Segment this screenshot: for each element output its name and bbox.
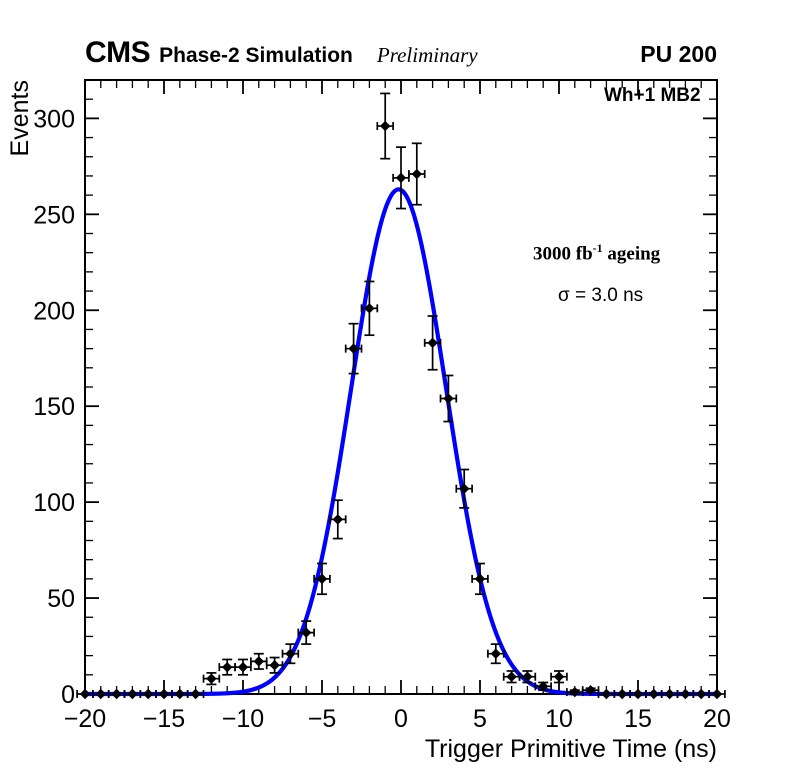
x-tick-label: 15 — [624, 705, 652, 733]
data-point — [171, 688, 189, 700]
sigma-label: σ = 3.0 ns — [558, 285, 644, 306]
data-point — [218, 658, 236, 676]
data-point — [360, 280, 379, 337]
x-tick-label: 10 — [545, 705, 573, 733]
x-tick-label: −20 — [64, 705, 106, 733]
data-point — [487, 643, 505, 665]
data-point — [676, 688, 695, 700]
data-point — [534, 681, 552, 692]
ageing-label: 3000 fb-1 ageing — [533, 241, 660, 265]
data-point — [597, 688, 616, 700]
data-point — [107, 688, 126, 700]
x-tick-label: −5 — [308, 705, 337, 733]
data-point — [471, 562, 489, 596]
data-point — [423, 315, 442, 371]
y-tick-label: 100 — [33, 489, 75, 517]
y-tick-label: 0 — [61, 681, 75, 709]
y-axis-title: Events — [6, 80, 34, 156]
data-point — [645, 688, 663, 700]
data-point — [155, 688, 173, 700]
data-points — [76, 92, 726, 700]
data-point — [439, 374, 458, 423]
data-point — [250, 652, 268, 670]
cms-header: CMS Phase-2 Simulation Preliminary PU 20… — [85, 38, 717, 72]
data-point — [455, 468, 473, 509]
ageing-exponent: -1 — [592, 241, 603, 255]
ageing-value: 3000 fb — [533, 243, 593, 265]
data-point — [613, 688, 631, 700]
data-point — [344, 322, 363, 375]
chamber-label: Wh+1 MB2 — [604, 85, 701, 106]
x-tick-label: −10 — [222, 705, 264, 733]
cms-logo: CMS — [85, 36, 151, 69]
x-tick-label: −15 — [143, 705, 185, 733]
y-tick-label: 250 — [33, 201, 75, 229]
axis-frame — [84, 79, 718, 695]
pileup-label: PU 200 — [640, 41, 717, 67]
data-point — [408, 142, 426, 206]
data-point — [708, 688, 726, 700]
data-point — [139, 688, 157, 700]
data-point — [92, 688, 110, 700]
data-point — [76, 688, 94, 700]
simulation-label: Phase-2 Simulation — [159, 44, 353, 67]
axis-tick-labels: −20 −15 −10 −5 0 5 10 15 20050100150200250300Tri… — [6, 80, 731, 763]
data-point — [313, 562, 331, 596]
ageing-suffix: ageing — [602, 243, 661, 265]
x-tick-label: 20 — [703, 705, 731, 733]
data-point — [629, 688, 647, 700]
data-point — [265, 656, 284, 674]
data-point — [550, 670, 568, 684]
data-point — [518, 670, 537, 684]
data-point — [186, 688, 205, 700]
x-axis-title: Trigger Primitive Time (ns) — [425, 735, 717, 763]
data-point — [202, 672, 221, 686]
preliminary-label: Preliminary — [376, 43, 478, 67]
data-point — [234, 658, 252, 676]
data-point — [392, 146, 410, 210]
data-point — [692, 688, 710, 700]
y-tick-label: 50 — [47, 585, 75, 613]
data-point — [376, 92, 394, 160]
data-point — [297, 620, 315, 645]
x-tick-label: 0 — [394, 705, 408, 733]
data-point — [281, 643, 300, 665]
data-point — [123, 688, 142, 700]
y-tick-label: 150 — [33, 393, 75, 421]
x-tick-label: 5 — [473, 705, 487, 733]
y-tick-label: 300 — [33, 105, 75, 133]
data-point — [660, 688, 679, 700]
data-point — [329, 499, 347, 540]
y-tick-label: 200 — [33, 297, 75, 325]
